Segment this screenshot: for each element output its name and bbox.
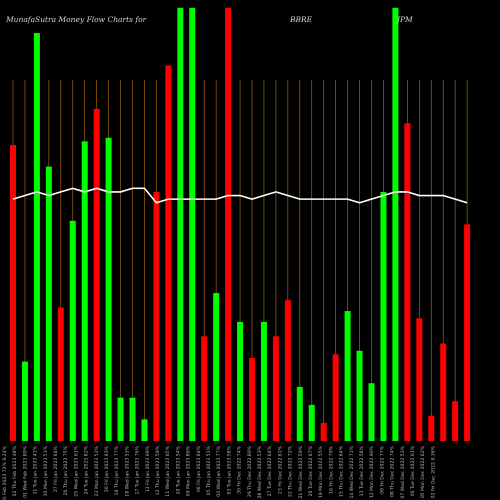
- x-tick-label: 05 Thu Jan 2023 51%: [206, 445, 212, 495]
- bar-red: [225, 7, 232, 442]
- bar-red: [10, 144, 16, 442]
- x-tick-label: 20 Tue Dec 2022 67%: [308, 445, 314, 496]
- bar-green: [129, 397, 136, 441]
- x-tick-label: 23 Fri Dec 2022 61%: [277, 445, 283, 494]
- x-tick-label: 25 Wed Jan 2023 61%: [73, 445, 79, 496]
- x-tick-label: 22 Thu Dec 2022 72%: [288, 445, 294, 497]
- x-tick-label: 16 Fri Dec 2022 79%: [328, 445, 334, 494]
- x-tick-label: 07 Wed Dec 2022 53%: [400, 445, 406, 498]
- bar-red: [249, 357, 255, 441]
- bar-green: [392, 7, 399, 442]
- bar-red: [404, 123, 411, 441]
- x-tick-label: 29 Thu Dec 2022 80%: [247, 445, 253, 497]
- x-tick-label: 06 Fri Jan 2023 64%: [196, 445, 202, 492]
- bar-red: [320, 422, 327, 441]
- bar-red: [201, 336, 208, 441]
- bar-green: [213, 292, 220, 441]
- symbol-right: JPM: [395, 15, 413, 24]
- bar-red: [428, 415, 435, 441]
- x-tick-label: 12 Mon Dec 2022 90%: [369, 445, 375, 498]
- x-tick-label: 09 Mon Jan 2023 86%: [186, 445, 192, 496]
- x-tick-label: 03 Tue Jan 2023 58%: [226, 445, 232, 494]
- bar-green: [308, 404, 315, 441]
- bars: [10, 7, 471, 442]
- x-tick-label: 02 Fri Dec 2022 9.36%: [430, 445, 436, 498]
- x-tick-label: 26 Thu Jan 2023 75%: [63, 445, 69, 495]
- x-tick-label: 18 Wed Jan 2023 53%: [124, 445, 130, 496]
- x-tick-label: 12 Thu Jan 2023 59%: [155, 445, 161, 495]
- bar-green: [368, 383, 375, 441]
- x-tick-label: 09 Fri Dec 2022 77%: [379, 445, 385, 494]
- bar-green: [356, 350, 363, 441]
- bar-green: [296, 386, 303, 441]
- x-tick-label: 30 Mon Jan 2023 51%: [43, 445, 49, 496]
- bar-red: [153, 191, 160, 441]
- bar-green: [260, 321, 267, 441]
- x-tick-label: 03 Fri Feb 2023 72% 9.24%: [2, 445, 8, 500]
- bar-green: [177, 7, 184, 442]
- x-tick-label: 10 Tue Jan 2023 54%: [175, 445, 181, 494]
- bar-green: [21, 361, 28, 441]
- bar-red: [93, 108, 100, 441]
- bar-green: [69, 220, 76, 441]
- x-tick-label: 13 Fri Jan 2023 69%: [145, 445, 151, 492]
- x-tick-label: 23 Mon Jan 2023 52%: [94, 445, 100, 496]
- bar-green: [105, 137, 112, 441]
- bar-green: [33, 33, 40, 441]
- x-tick-label: 19 Mon Dec 2022 55%: [318, 445, 324, 498]
- symbol-left: BBRE: [289, 15, 313, 24]
- chart-title: MunafaSutra Money Flow Charts for: [5, 15, 147, 24]
- bar-red: [464, 224, 471, 441]
- bar-red: [57, 307, 64, 441]
- x-tick-label: 24 Tue Jan 2023 82%: [84, 445, 90, 494]
- x-tick-label: 15 Thu Dec 2022 64%: [339, 445, 345, 497]
- bar-green: [117, 397, 124, 441]
- flow-line-path: [12, 187, 468, 204]
- x-tick-label: 08 Thu Dec 2022 74%: [390, 445, 396, 497]
- x-tick-label: 01 Wed Feb 2023 89%: [22, 445, 28, 497]
- bar-green: [141, 419, 148, 441]
- bar-green: [380, 191, 387, 441]
- bar-green: [189, 7, 196, 442]
- x-tick-label: 06 Tue Dec 2022 61%: [410, 445, 416, 496]
- bar-red: [284, 300, 291, 441]
- x-tick-label: 27 Tue Dec 2022 64%: [267, 445, 273, 496]
- x-tick-label: 28 Wed Dec 2022 53%: [257, 445, 263, 498]
- bar-red: [165, 65, 172, 441]
- x-tick-labels: 03 Fri Feb 2023 72% 9.24% 02 Thu Feb 2023…: [2, 445, 436, 500]
- bar-green: [237, 321, 244, 441]
- x-tick-label: 20 Fri Jan 2023 63%: [104, 445, 110, 492]
- bar-red: [452, 401, 459, 441]
- flow-line: [12, 187, 468, 204]
- bar-red: [440, 343, 447, 441]
- bar-red: [332, 354, 339, 441]
- x-tick-label: 02 Thu Feb 2023 48%: [12, 445, 18, 496]
- x-tick-label: 05 Mon Dec 2022 62%: [420, 445, 426, 498]
- x-tick-label: 30 Fri Dec 2022 74%: [237, 445, 243, 494]
- x-tick-label: 27 Fri Jan 2023 64%: [53, 445, 59, 492]
- bar-green: [81, 141, 88, 441]
- bar-green: [45, 166, 52, 441]
- x-tick-label: 31 Tue Jan 2023 41%: [33, 445, 39, 494]
- bar-red: [272, 336, 279, 441]
- x-tick-label: 04 Wed Jan 2023 77%: [216, 445, 222, 496]
- x-tick-label: 11 Wed Jan 2023 65%: [165, 445, 171, 496]
- bar-green: [344, 311, 351, 441]
- x-tick-label: 21 Wed Dec 2022 59%: [298, 445, 304, 498]
- bar-red: [416, 318, 423, 441]
- x-tick-label: 17 Tue Jan 2023 76%: [135, 445, 141, 494]
- x-tick-label: 13 Tue Dec 2022 58%: [359, 445, 365, 496]
- x-tick-label: 14 Wed Dec 2022 71%: [349, 445, 355, 498]
- x-tick-label: 19 Thu Jan 2023 77%: [114, 445, 120, 495]
